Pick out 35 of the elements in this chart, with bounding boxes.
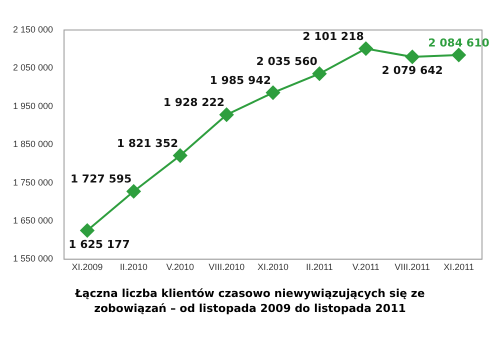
y-tick-label: 1 950 000	[12, 100, 54, 111]
data-label: 1 985 942	[210, 74, 272, 88]
point	[80, 223, 94, 238]
data-label: 1 625 177	[68, 238, 130, 251]
data-label: 1 727 595	[70, 172, 132, 186]
x-tick-label: II.2011	[306, 262, 333, 272]
y-tick-label: 1 550 000	[12, 254, 54, 264]
point	[266, 86, 280, 100]
y-tick-label: 2 050 000	[12, 62, 54, 73]
y-tick-label: 1 650 000	[12, 215, 54, 226]
data-label: 2 079 642	[382, 64, 443, 78]
y-tick-label: 1 750 000	[12, 177, 54, 188]
x-tick-label: XI.2009	[72, 262, 103, 272]
data-label: 1 821 352	[116, 136, 178, 150]
data-label: 2 035 560	[256, 55, 318, 68]
data-label: 1 928 222	[163, 96, 225, 110]
point	[173, 148, 188, 163]
x-tick-label: V.2011	[352, 262, 380, 272]
data-label: 2 084 610	[428, 36, 490, 50]
x-tick-label: VIII.2011	[394, 262, 430, 272]
x-tick-label: XI.2011	[444, 262, 474, 272]
data-label: 2 101 218	[302, 30, 364, 43]
point	[220, 108, 234, 122]
text: Łączna liczba klientów czasowo niewywiązujących się ze zobowiązań – od listopada 2009 do listopada 2011	[74, 286, 426, 316]
point	[358, 42, 373, 56]
x-tick-label: II.2010	[120, 262, 148, 272]
point	[126, 184, 141, 198]
x-tick-label: V.2010	[166, 262, 194, 272]
point	[405, 50, 420, 64]
x-tick-label: XI.2010	[258, 262, 289, 272]
x-tick-label: VIII.2010	[208, 262, 245, 272]
point	[312, 66, 326, 81]
point	[452, 48, 466, 62]
y-tick-label: 2 150 000	[12, 24, 54, 34]
y-tick-label: 1 850 000	[12, 139, 54, 150]
